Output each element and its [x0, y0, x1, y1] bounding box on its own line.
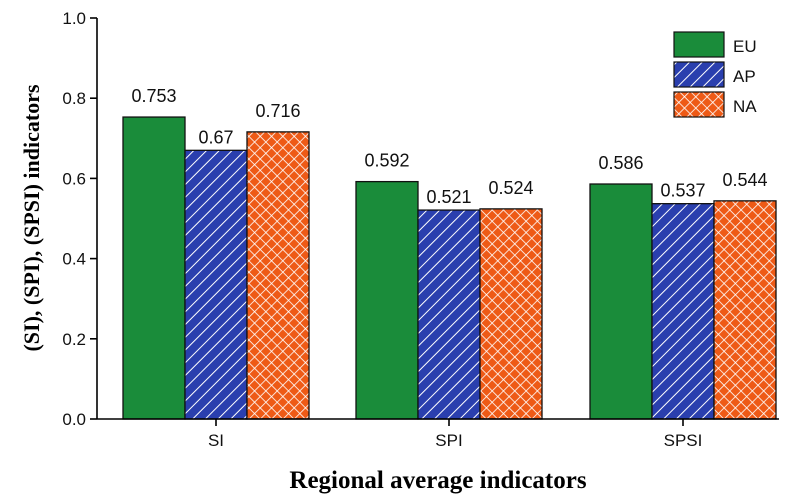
bars-layer: [122, 116, 777, 420]
legend-swatch-ap: [673, 61, 725, 88]
bar-na-si: [246, 131, 310, 420]
y-tick-label: 0.6: [62, 169, 86, 188]
bar-eu-si: [122, 116, 186, 420]
data-label-ap-si: 0.67: [198, 127, 233, 147]
legend-label-eu: EU: [733, 37, 757, 56]
data-label-na-si: 0.716: [255, 101, 300, 121]
legend-label-ap: AP: [733, 67, 756, 86]
y-tick-label: 0.2: [62, 330, 86, 349]
data-label-eu-spsi: 0.586: [598, 153, 643, 173]
x-axis-title: Regional average indicators: [289, 467, 586, 494]
bar-eu-spsi: [589, 183, 653, 420]
data-label-na-spsi: 0.544: [722, 170, 767, 190]
data-labels-layer: 0.753 0.67 0.716 0.592 0.521 0.524 0.586 0.537 0…: [131, 86, 767, 207]
legend: EU AP NA: [673, 31, 757, 118]
bar-na-spsi: [713, 200, 777, 420]
y-axis-ticks: 0.0 0.2 0.4 0.6 0.8 1.0: [62, 9, 97, 429]
data-label-ap-spi: 0.521: [426, 187, 471, 207]
y-axis-title: (SI), (SPI), (SPSI) indicators: [19, 84, 44, 352]
bar-na-spi: [479, 208, 543, 420]
bar-ap-spsi: [651, 203, 715, 420]
data-label-ap-spsi: 0.537: [660, 181, 705, 201]
data-label-eu-spi: 0.592: [364, 151, 409, 171]
bar-eu-spi: [355, 180, 419, 420]
data-label-eu-si: 0.753: [131, 86, 176, 106]
legend-swatch-na: [673, 91, 725, 118]
y-tick-label: 0.4: [62, 250, 86, 269]
bar-ap-spi: [417, 209, 481, 420]
x-axis-ticks: SI SPI SPSI: [208, 419, 702, 450]
data-label-na-spi: 0.524: [488, 178, 533, 198]
x-tick-label-spsi: SPSI: [664, 431, 703, 450]
x-tick-label-si: SI: [208, 431, 224, 450]
y-tick-label: 1.0: [62, 9, 86, 28]
bar-ap-si: [184, 149, 248, 420]
x-tick-label-spi: SPI: [435, 431, 462, 450]
legend-swatch-eu: [673, 31, 725, 58]
legend-label-na: NA: [733, 97, 757, 116]
y-tick-label: 0.8: [62, 89, 86, 108]
y-tick-label: 0.0: [62, 410, 86, 429]
